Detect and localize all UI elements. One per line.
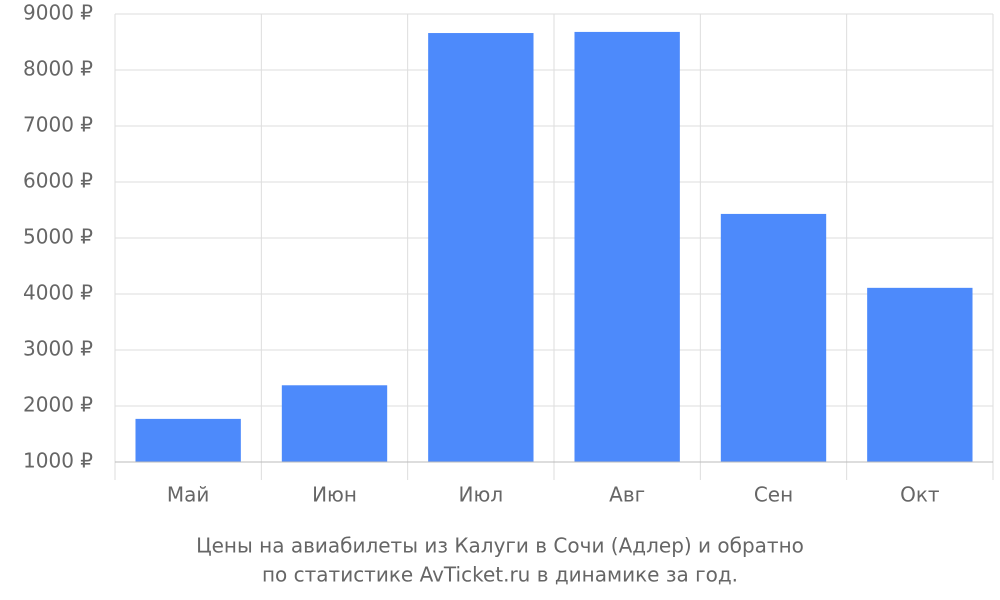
x-tick-label: Окт	[900, 483, 940, 507]
bar	[720, 213, 827, 462]
bar	[428, 33, 534, 462]
bar	[281, 385, 388, 462]
y-tick-label: 7000 ₽	[23, 113, 93, 137]
x-tick-label: Июн	[312, 483, 357, 507]
chart-title: Цены на авиабилеты из Калуги в Сочи (Адл…	[196, 534, 804, 558]
x-tick-label: Авг	[609, 483, 645, 507]
y-tick-label: 9000 ₽	[23, 1, 93, 25]
y-tick-label: 3000 ₽	[23, 337, 93, 361]
bar	[574, 31, 680, 462]
y-tick-label: 1000 ₽	[23, 449, 93, 473]
y-tick-label: 8000 ₽	[23, 57, 93, 81]
y-tick-label: 4000 ₽	[23, 281, 93, 305]
bar	[867, 287, 973, 462]
x-tick-label: Июл	[459, 483, 504, 507]
y-tick-label: 6000 ₽	[23, 169, 93, 193]
x-tick-label: Май	[167, 483, 210, 507]
y-tick-label: 5000 ₽	[23, 225, 93, 249]
y-tick-label: 2000 ₽	[23, 393, 93, 417]
x-tick-label: Сен	[754, 483, 793, 507]
bar	[135, 418, 241, 462]
chart-title: по статистике AvTicket.ru в динамике за …	[262, 563, 738, 587]
